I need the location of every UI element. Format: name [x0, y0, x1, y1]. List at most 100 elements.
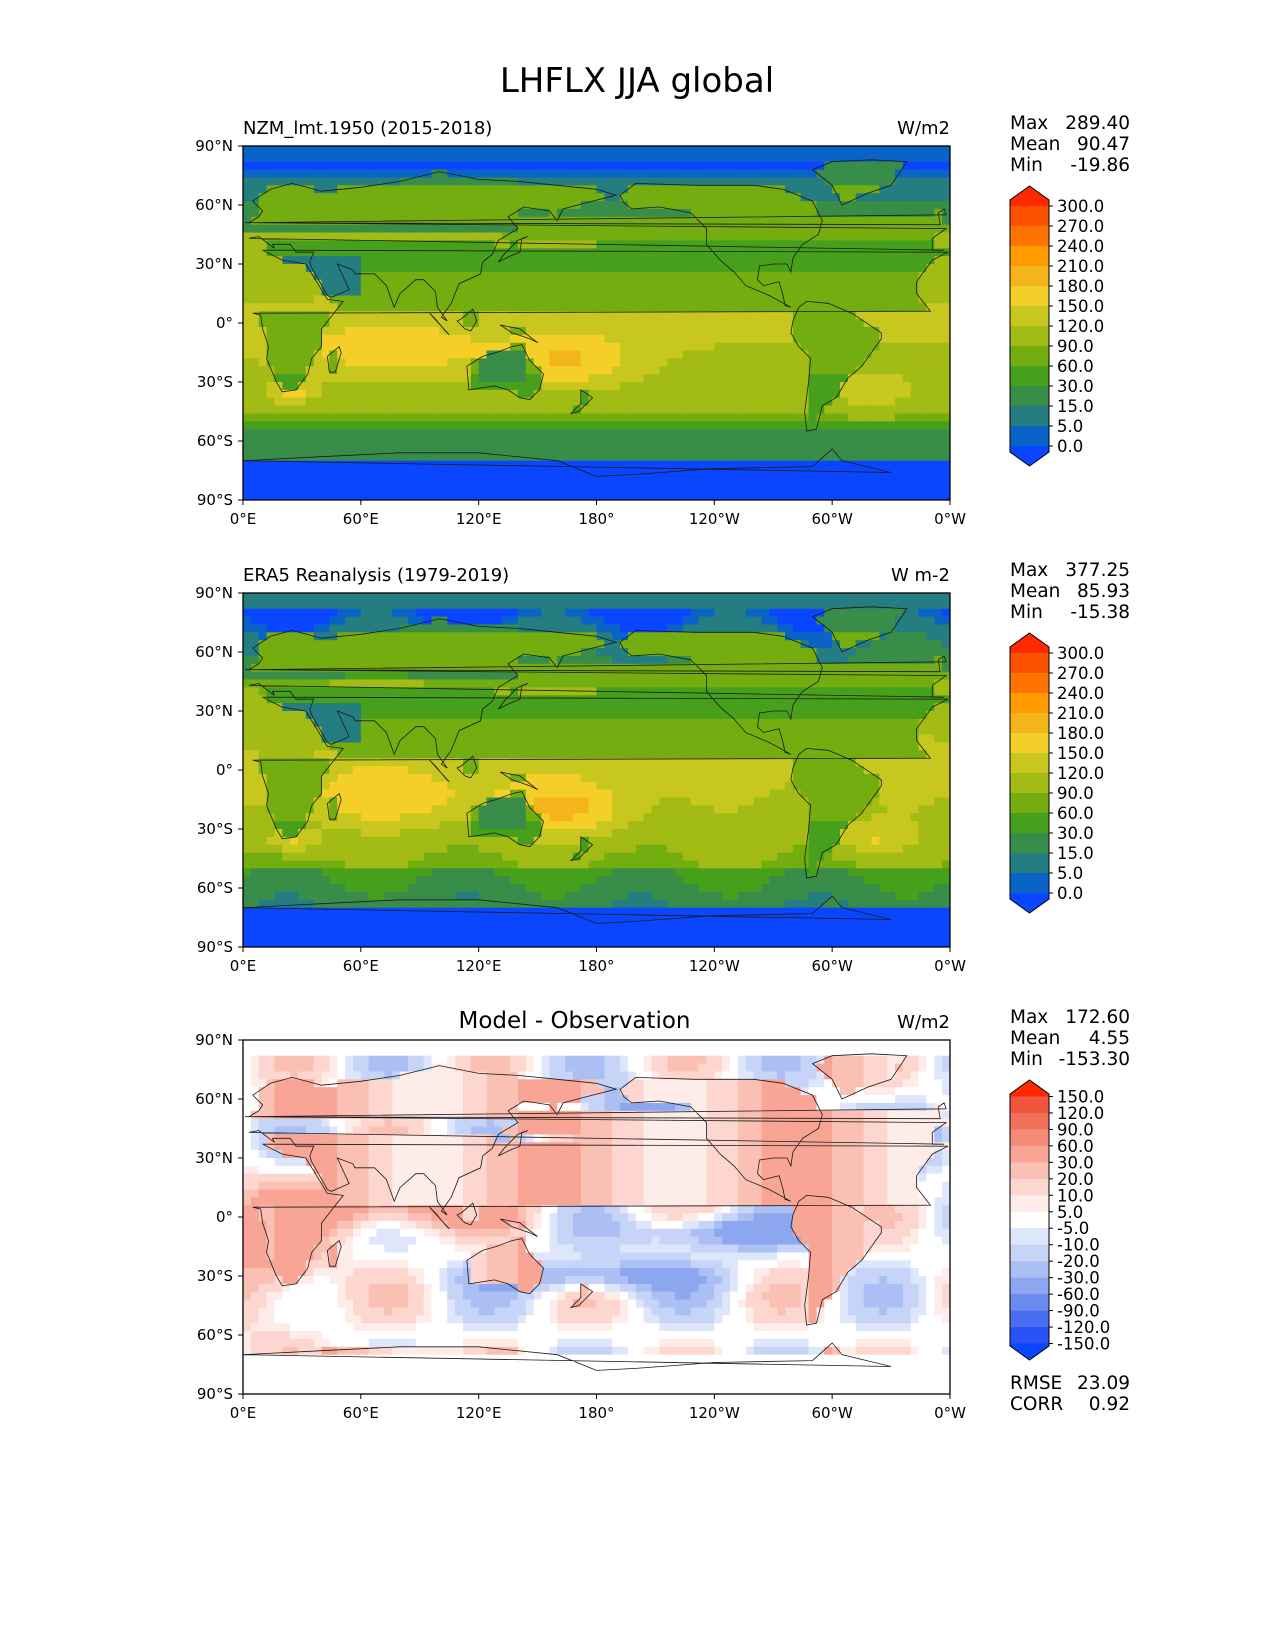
field-cell: [329, 240, 338, 249]
field-cell: [792, 193, 802, 202]
field-cell: [651, 382, 660, 391]
field-cell: [557, 366, 566, 375]
field-cell: [675, 193, 684, 202]
field-cell: [423, 429, 433, 438]
field-cell: [855, 319, 865, 328]
field-cell: [667, 405, 676, 415]
field-cell: [337, 326, 346, 336]
field-cell: [541, 444, 550, 454]
field-cell: [761, 169, 770, 179]
field-cell: [840, 319, 849, 328]
field-cell: [376, 492, 385, 500]
field-cell: [808, 600, 818, 610]
field-cell: [934, 279, 943, 289]
field-cell: [675, 295, 684, 304]
field-cell: [651, 303, 660, 312]
field-cell: [620, 303, 629, 312]
field-cell: [690, 476, 700, 485]
field-cell: [769, 468, 778, 477]
field-cell: [879, 319, 888, 328]
field-cell: [478, 358, 488, 367]
field-cell: [698, 429, 708, 438]
field-cell: [533, 271, 543, 281]
field-cell: [572, 248, 582, 257]
field-cell: [769, 593, 778, 602]
field-cell: [415, 444, 425, 454]
field-cell: [745, 444, 755, 454]
field-cell: [565, 413, 574, 422]
field-cell: [392, 201, 401, 210]
field-cell: [926, 593, 935, 602]
field-cell: [730, 326, 739, 336]
field-cell: [910, 303, 920, 312]
field-cell: [525, 429, 535, 438]
field-cell: [282, 295, 291, 304]
field-cell: [863, 366, 873, 375]
field-cell: [470, 608, 480, 618]
field-cell: [722, 232, 731, 241]
field-cell: [635, 224, 645, 234]
field-cell: [345, 271, 354, 281]
field-cell: [651, 632, 660, 641]
field-cell: [392, 444, 401, 454]
field-cell: [698, 452, 708, 462]
field-cell: [588, 366, 598, 375]
field-cell: [777, 350, 786, 359]
field-cell: [769, 342, 778, 352]
field-cell: [431, 311, 440, 320]
field-cell: [918, 295, 928, 304]
field-cell: [329, 208, 338, 218]
field-cell: [337, 382, 346, 391]
field-cell: [549, 232, 558, 241]
field-cell: [337, 616, 346, 626]
field-cell: [832, 648, 841, 657]
field-cell: [792, 374, 802, 383]
field-cell: [769, 358, 778, 367]
field-cell: [769, 452, 778, 462]
field-cell: [572, 279, 582, 289]
field-cell: [800, 161, 810, 171]
field-cell: [368, 374, 378, 383]
field-cell: [800, 452, 810, 462]
field-cell: [455, 311, 464, 320]
field-cell: [470, 177, 480, 186]
field-cell: [517, 421, 527, 430]
field-cell: [596, 648, 605, 657]
field-cell: [266, 600, 276, 610]
field-cell: [934, 358, 943, 367]
field-cell: [517, 311, 527, 320]
field-cell: [879, 232, 888, 241]
field-cell: [745, 264, 755, 273]
field-cell: [274, 279, 283, 289]
field-cell: [580, 655, 590, 665]
field-cell: [792, 452, 802, 462]
field-cell: [408, 476, 417, 485]
field-cell: [832, 319, 841, 328]
field-cell: [745, 146, 755, 155]
field-cell: [384, 452, 393, 462]
field-cell: [321, 484, 331, 493]
field-cell: [934, 295, 943, 304]
field-cell: [620, 358, 629, 367]
field-cell: [533, 648, 543, 657]
field-cell: [549, 648, 558, 657]
field-cell: [439, 303, 448, 312]
field-cell: [871, 593, 880, 602]
field-cell: [337, 492, 346, 500]
field-cell: [722, 342, 731, 352]
field-cell: [824, 208, 833, 218]
field-cell: [565, 264, 574, 273]
field-cell: [266, 476, 276, 485]
field-cell: [832, 397, 841, 407]
field-cell: [730, 648, 739, 657]
field-cell: [643, 460, 653, 470]
field-cell: [517, 248, 527, 257]
field-cell: [250, 366, 260, 375]
field-cell: [400, 640, 409, 649]
field-cell: [824, 452, 833, 462]
field-cell: [824, 413, 833, 422]
field-cell: [557, 232, 566, 241]
field-cell: [722, 397, 731, 407]
field-cell: [769, 279, 778, 289]
field-cell: [486, 326, 495, 336]
